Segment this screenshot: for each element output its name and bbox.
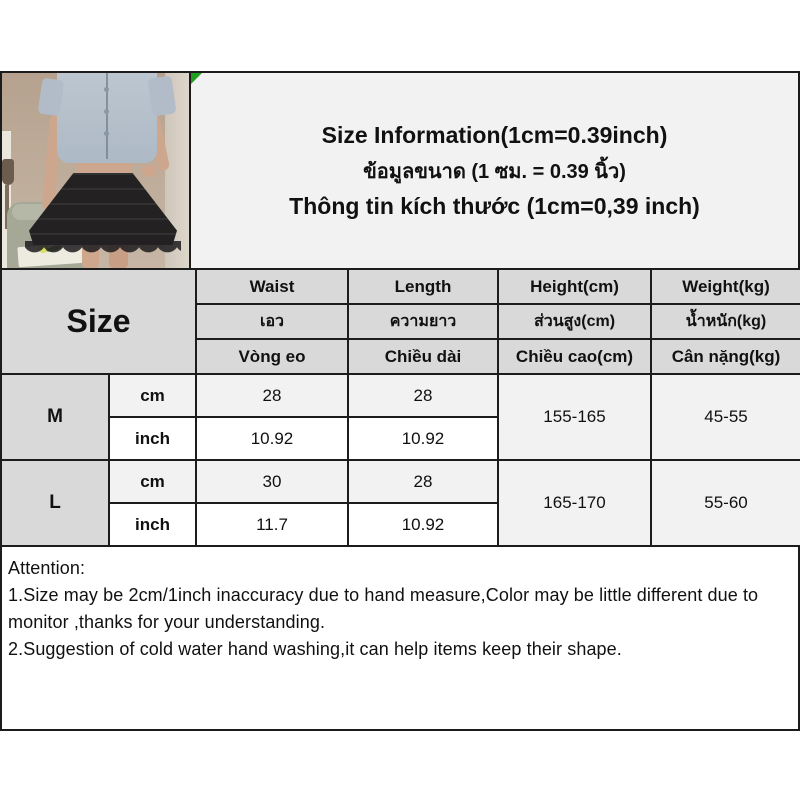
cell-m-weight: 45-55 — [650, 373, 800, 461]
row-m-cm: M cm 28 28 155-165 45-55 — [0, 373, 800, 461]
cell-l-weight: 55-60 — [650, 459, 800, 547]
cell-l-length-cm: 28 — [347, 459, 499, 504]
title-thai: ข้อมูลขนาด (1 ซม. = 0.39 นิ้ว) — [363, 160, 626, 183]
col-header-height-en: Height(cm) — [497, 268, 652, 305]
unit-label-inch: inch — [108, 416, 197, 461]
col-header-waist-en: Waist — [195, 268, 349, 305]
col-header-height-th: ส่วนสูง(cm) — [497, 303, 652, 340]
header-row-thai: เอว ความยาว ส่วนสูง(cm) น้ำหนัก(kg) — [1, 303, 800, 340]
col-header-length-vi: Chiều dài — [347, 338, 499, 375]
product-photo — [2, 73, 191, 268]
unit-label-cm: cm — [108, 459, 197, 504]
size-label-m: M — [0, 373, 110, 461]
attention-line-2: 2.Suggestion of cold water hand washing,… — [8, 639, 622, 659]
model-shirt-button — [104, 131, 109, 136]
col-header-length-th: ความยาว — [347, 303, 499, 340]
size-chart-sheet: Size Information(1cm=0.39inch) ข้อมูลขนา… — [0, 71, 800, 731]
size-label-l: L — [0, 459, 110, 547]
green-corner-marker-icon — [191, 73, 202, 84]
col-header-length-en: Length — [347, 268, 499, 305]
cell-m-waist-inch: 10.92 — [195, 416, 349, 461]
cell-l-waist-inch: 11.7 — [195, 502, 349, 547]
model-shirt-placket — [106, 73, 108, 159]
cell-m-length-inch: 10.92 — [347, 416, 499, 461]
cell-l-waist-cm: 30 — [195, 459, 349, 504]
row-l-inch: inch 11.7 10.92 — [1, 502, 800, 547]
model-shirt-button — [104, 109, 109, 114]
title-cell: Size Information(1cm=0.39inch) ข้อมูลขนา… — [191, 73, 798, 268]
attention-heading: Attention: — [8, 558, 86, 578]
attention-notes: Attention: 1.Size may be 2cm/1inch inacc… — [2, 547, 798, 729]
cell-m-length-cm: 28 — [347, 373, 499, 418]
title-vietnamese: Thông tin kích thước (1cm=0,39 inch) — [289, 192, 700, 219]
header-row-english: Size Waist Length Height(cm) Weight(kg) — [0, 268, 800, 375]
top-row: Size Information(1cm=0.39inch) ข้อมูลขนา… — [2, 73, 798, 268]
col-header-waist-vi: Vòng eo — [195, 338, 349, 375]
col-header-waist-th: เอว — [195, 303, 349, 340]
col-header-weight-en: Weight(kg) — [650, 268, 800, 305]
col-header-height-vi: Chiều cao(cm) — [497, 338, 652, 375]
row-l-cm: L cm 30 28 165-170 55-60 — [0, 459, 800, 547]
row-m-inch: inch 10.92 10.92 — [1, 416, 800, 461]
model-right-sleeve — [147, 75, 177, 117]
unit-label-cm: cm — [108, 373, 197, 418]
title-english: Size Information(1cm=0.39inch) — [321, 121, 668, 148]
lace-hem — [25, 241, 181, 256]
size-table: Size Waist Length Height(cm) Weight(kg) … — [0, 268, 800, 547]
cell-l-length-inch: 10.92 — [347, 502, 499, 547]
attention-line-1: 1.Size may be 2cm/1inch inaccuracy due t… — [8, 585, 759, 632]
cell-m-waist-cm: 28 — [195, 373, 349, 418]
header-row-vietnamese: Vòng eo Chiều dài Chiều cao(cm) Cân nặng… — [1, 338, 800, 375]
model-shirt-button — [104, 87, 109, 92]
photo-lamp — [2, 159, 14, 185]
photo-lamp-stem — [5, 185, 9, 229]
col-header-weight-th: น้ำหนัก(kg) — [650, 303, 800, 340]
model-right-hand — [141, 165, 157, 177]
cell-l-height: 165-170 — [497, 459, 652, 547]
col-header-weight-vi: Cân nặng(kg) — [650, 338, 800, 375]
unit-label-inch: inch — [108, 502, 197, 547]
cell-m-height: 155-165 — [497, 373, 652, 461]
size-header-cell: Size — [0, 268, 197, 375]
